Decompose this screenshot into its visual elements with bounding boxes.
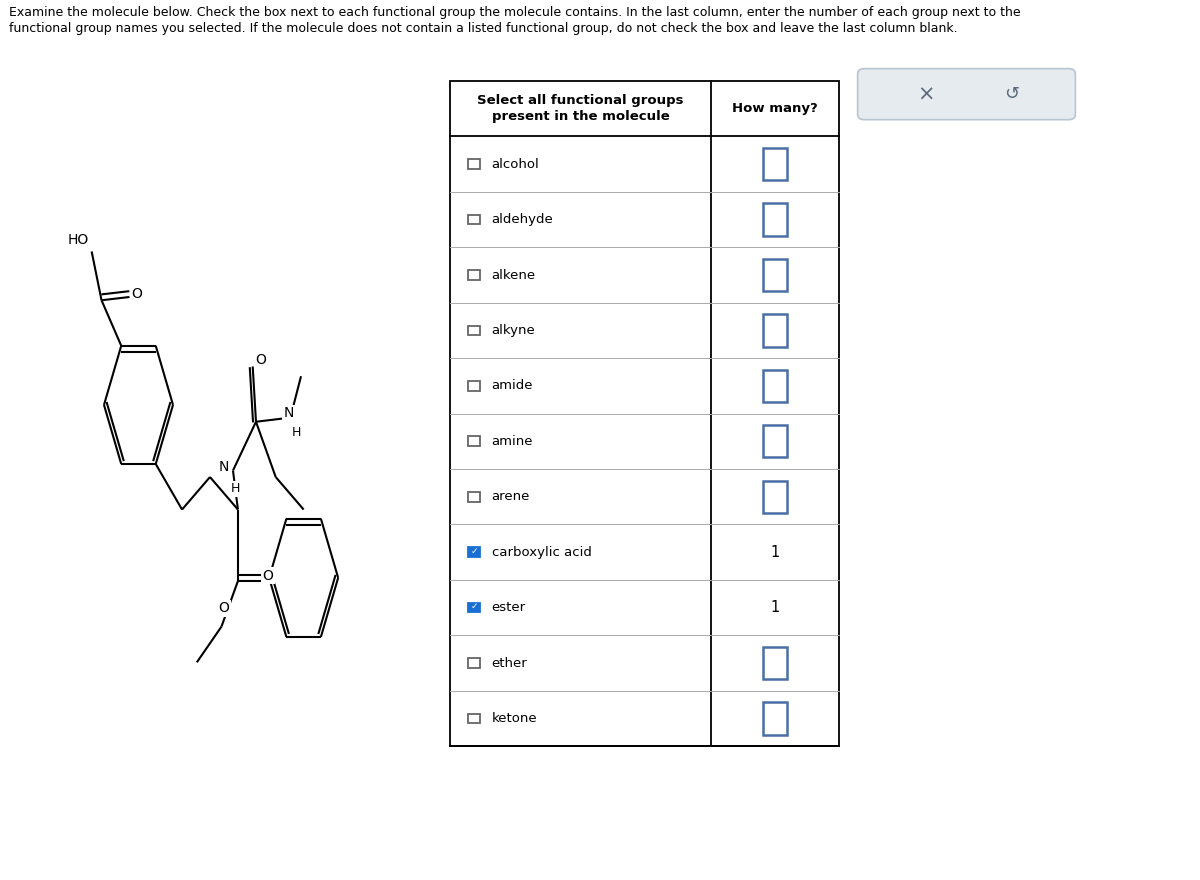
Text: functional group names you selected. If the molecule does not contain a listed f: functional group names you selected. If … <box>8 22 958 35</box>
Text: How many?: How many? <box>732 102 817 115</box>
Text: 1: 1 <box>770 545 780 560</box>
Bar <box>763 480 787 513</box>
Text: 1: 1 <box>770 600 780 615</box>
Bar <box>468 436 480 446</box>
Bar <box>468 547 480 557</box>
Bar <box>468 215 480 224</box>
Bar <box>468 381 480 391</box>
Bar <box>763 203 787 236</box>
Text: ketone: ketone <box>492 712 538 725</box>
Text: arene: arene <box>492 490 530 503</box>
Text: amide: amide <box>492 379 533 392</box>
Bar <box>763 370 787 402</box>
Bar <box>468 326 480 335</box>
FancyBboxPatch shape <box>858 69 1075 120</box>
Bar <box>468 714 480 723</box>
Bar <box>468 603 480 612</box>
Text: alkyne: alkyne <box>492 324 535 337</box>
Bar <box>763 148 787 180</box>
Text: amine: amine <box>492 435 533 448</box>
Text: ×: × <box>917 84 935 104</box>
Bar <box>468 159 480 169</box>
Text: ester: ester <box>492 601 526 614</box>
Text: alcohol: alcohol <box>492 158 539 171</box>
Text: carboxylic acid: carboxylic acid <box>492 546 592 559</box>
Bar <box>763 425 787 458</box>
Bar <box>763 314 787 347</box>
Bar <box>468 492 480 502</box>
Text: Select all functional groups
present in the molecule: Select all functional groups present in … <box>478 94 684 123</box>
Text: Examine the molecule below. Check the box next to each functional group the mole: Examine the molecule below. Check the bo… <box>8 6 1020 19</box>
Bar <box>763 647 787 679</box>
Bar <box>763 702 787 735</box>
Text: ✓: ✓ <box>470 602 478 612</box>
Text: aldehyde: aldehyde <box>492 213 553 226</box>
Bar <box>468 658 480 668</box>
Bar <box>468 270 480 280</box>
Text: ✓: ✓ <box>470 546 478 556</box>
Bar <box>450 81 839 746</box>
Text: ether: ether <box>492 656 527 670</box>
Text: ↺: ↺ <box>1004 85 1019 103</box>
Text: alkene: alkene <box>492 268 535 282</box>
Bar <box>763 259 787 291</box>
